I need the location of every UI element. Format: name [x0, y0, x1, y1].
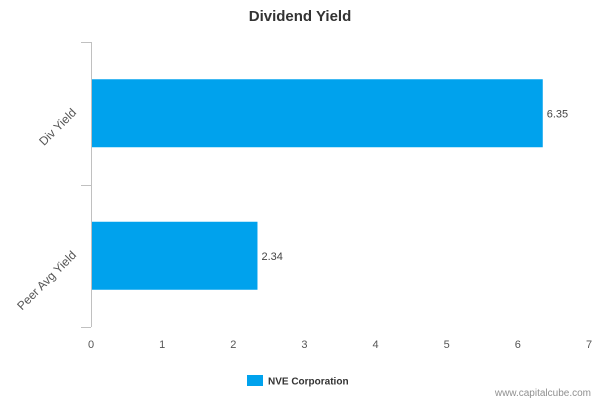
legend[interactable]: NVE Corporation — [247, 375, 349, 388]
x-tick-label: 6 — [515, 339, 521, 351]
chart-title: Dividend Yield — [249, 8, 352, 25]
credit-text: www.capitalcube.com — [494, 388, 591, 399]
plot-area: 6.35 Div Yield 2.34 Peer Avg Yield — [14, 42, 568, 328]
x-tick-label: 7 — [586, 339, 592, 351]
bar-peer-avg-yield[interactable] — [92, 221, 258, 290]
x-axis: 0 1 2 3 4 5 6 7 — [88, 339, 592, 351]
category-label: Peer Avg Yield — [14, 248, 79, 313]
x-tick-label: 0 — [88, 339, 94, 351]
data-label: 6.35 — [547, 108, 568, 120]
bar-div-yield[interactable] — [92, 79, 543, 148]
legend-swatch — [247, 375, 263, 386]
legend-label[interactable]: NVE Corporation — [268, 377, 349, 388]
category-label: Div Yield — [36, 105, 79, 148]
x-tick-label: 5 — [444, 339, 450, 351]
x-tick-label: 2 — [230, 339, 236, 351]
data-label: 2.34 — [261, 251, 282, 263]
x-tick-label: 3 — [301, 339, 307, 351]
x-tick-label: 1 — [159, 339, 165, 351]
x-tick-label: 4 — [373, 339, 379, 351]
